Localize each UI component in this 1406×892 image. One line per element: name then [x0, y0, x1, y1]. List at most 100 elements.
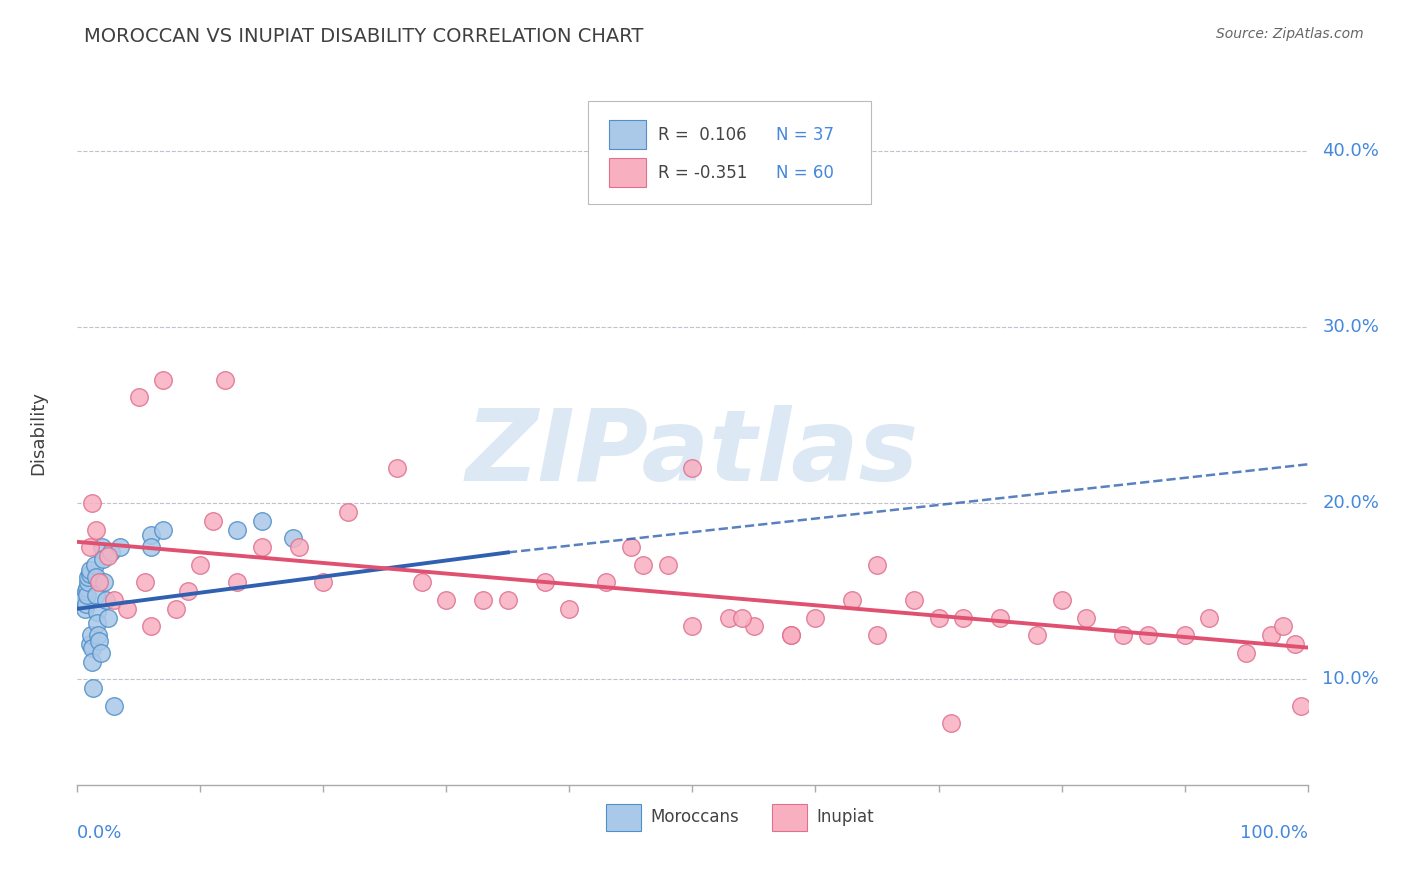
Point — [472, 593, 495, 607]
Point — [866, 558, 889, 572]
Point — [103, 593, 125, 607]
Text: R =  0.106: R = 0.106 — [658, 126, 747, 144]
Point — [250, 514, 273, 528]
Point — [742, 619, 765, 633]
FancyBboxPatch shape — [609, 120, 645, 149]
Point — [84, 588, 107, 602]
Point — [97, 610, 120, 624]
Point — [780, 628, 803, 642]
Point — [718, 610, 741, 624]
Point — [903, 593, 925, 607]
Point — [682, 619, 704, 633]
Text: 30.0%: 30.0% — [1323, 318, 1379, 336]
Point — [103, 698, 125, 713]
Point — [79, 540, 101, 554]
Point — [866, 628, 889, 642]
Point — [84, 570, 107, 584]
Point — [1272, 619, 1295, 633]
Point — [77, 570, 100, 584]
Point — [77, 575, 100, 590]
Point — [1112, 628, 1135, 642]
Point — [1050, 593, 1073, 607]
Point — [841, 593, 863, 607]
Point — [82, 640, 104, 655]
Point — [89, 575, 111, 590]
Point — [80, 628, 103, 642]
Point — [731, 610, 754, 624]
Point — [312, 575, 335, 590]
Text: 20.0%: 20.0% — [1323, 494, 1379, 512]
Point — [281, 531, 304, 545]
Point — [1026, 628, 1049, 642]
Point — [1260, 628, 1282, 642]
Point — [134, 575, 156, 590]
Text: N = 60: N = 60 — [776, 163, 834, 182]
Point — [558, 601, 581, 615]
FancyBboxPatch shape — [588, 102, 870, 203]
Point — [1174, 628, 1197, 642]
Point — [141, 540, 163, 554]
Point — [79, 563, 101, 577]
Point — [82, 496, 104, 510]
Text: Source: ZipAtlas.com: Source: ZipAtlas.com — [1216, 27, 1364, 41]
Point — [385, 460, 409, 475]
Point — [97, 549, 120, 563]
Point — [128, 390, 150, 404]
Point — [188, 558, 212, 572]
Point — [804, 610, 827, 624]
Point — [201, 514, 224, 528]
Point — [226, 523, 249, 537]
Point — [100, 545, 122, 559]
Point — [780, 628, 803, 642]
Point — [83, 558, 105, 572]
Point — [226, 575, 249, 590]
Text: 0.0%: 0.0% — [77, 823, 122, 842]
Text: Moroccans: Moroccans — [651, 808, 740, 826]
Point — [682, 460, 704, 475]
Text: 10.0%: 10.0% — [1323, 670, 1379, 689]
Text: 100.0%: 100.0% — [1240, 823, 1308, 842]
Point — [657, 558, 679, 572]
Point — [633, 558, 655, 572]
Point — [214, 373, 236, 387]
Point — [76, 581, 98, 595]
Point — [288, 540, 311, 554]
Point — [141, 619, 163, 633]
Point — [952, 610, 974, 624]
Point — [411, 575, 433, 590]
Point — [115, 601, 138, 615]
Point — [110, 540, 132, 554]
FancyBboxPatch shape — [606, 804, 641, 830]
Point — [595, 575, 617, 590]
FancyBboxPatch shape — [609, 158, 645, 187]
Point — [86, 605, 108, 619]
Text: N = 37: N = 37 — [776, 126, 834, 144]
Point — [436, 593, 458, 607]
Point — [1284, 637, 1306, 651]
Point — [988, 610, 1011, 624]
Point — [1234, 646, 1257, 660]
Point — [90, 540, 114, 554]
Text: ZIPatlas: ZIPatlas — [465, 405, 920, 502]
Point — [1136, 628, 1159, 642]
Point — [75, 584, 97, 599]
Point — [141, 528, 163, 542]
Point — [250, 540, 273, 554]
Point — [939, 716, 962, 731]
Point — [75, 597, 97, 611]
Text: Inupiat: Inupiat — [817, 808, 875, 826]
Point — [84, 523, 107, 537]
Text: MOROCCAN VS INUPIAT DISABILITY CORRELATION CHART: MOROCCAN VS INUPIAT DISABILITY CORRELATI… — [84, 27, 644, 45]
Text: R = -0.351: R = -0.351 — [658, 163, 748, 182]
Point — [79, 637, 101, 651]
Point — [90, 646, 112, 660]
Point — [76, 588, 98, 602]
Point — [93, 575, 115, 590]
Point — [496, 593, 519, 607]
Point — [82, 681, 104, 695]
Point — [86, 615, 108, 630]
Point — [72, 593, 94, 607]
Point — [928, 610, 950, 624]
Point — [152, 523, 174, 537]
Text: Disability: Disability — [30, 391, 46, 475]
